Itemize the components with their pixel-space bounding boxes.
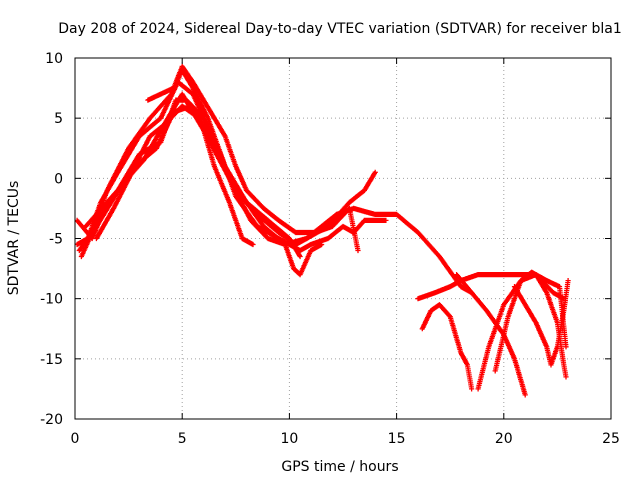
data-marker-path [511, 278, 571, 368]
y-axis-label: SDTVAR / TECUs [6, 181, 22, 296]
series-track-9 [419, 302, 475, 392]
y-tick-label: -20 [40, 412, 63, 428]
x-axis-label: GPS time / hours [281, 459, 398, 475]
series-track-12 [492, 269, 569, 374]
data-points [74, 63, 571, 398]
data-marker-path [492, 269, 569, 374]
x-tick-label: 15 [388, 431, 406, 447]
series-track-10 [454, 272, 528, 398]
series-track-13 [511, 278, 571, 368]
x-tick-label: 5 [178, 431, 187, 447]
x-tick-label: 0 [71, 431, 80, 447]
data-marker-path [454, 272, 528, 398]
data-marker-path [145, 63, 361, 254]
y-tick-label: -10 [40, 292, 63, 308]
chart-title: Day 208 of 2024, Sidereal Day-to-day VTE… [58, 21, 621, 37]
axis-ticks: 0 5 10 15 20 25 -20 -15 -10 -5 0 5 10 [40, 51, 620, 447]
y-tick-label: -5 [49, 232, 63, 248]
y-tick-label: 0 [54, 171, 63, 187]
series-track-6 [74, 103, 378, 248]
x-tick-label: 20 [495, 431, 513, 447]
y-tick-label: 5 [54, 111, 63, 127]
x-tick-label: 25 [602, 431, 620, 447]
x-tick-label: 10 [280, 431, 298, 447]
y-tick-label: 10 [45, 51, 63, 67]
data-marker-path [74, 103, 378, 248]
series-track-7 [145, 63, 361, 254]
data-marker-path [419, 302, 475, 392]
y-tick-label: -15 [40, 352, 63, 368]
